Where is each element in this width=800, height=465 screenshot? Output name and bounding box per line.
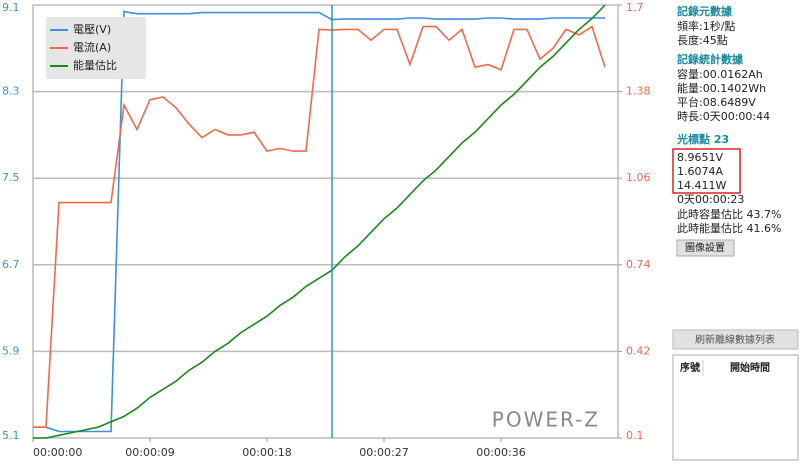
table-header: 開始時間 (730, 361, 770, 374)
series-line (33, 4, 606, 439)
sidebar: 記錄元數據 頻率:1秒/點 長度:45點 記錄統計數據 容量:00.0162Ah… (672, 4, 799, 461)
y2-tick-label: 0.42 (626, 344, 651, 357)
meta-line: 長度:45點 (677, 33, 728, 47)
x-tick-label: 00:00:36 (476, 446, 525, 459)
record-table (672, 354, 799, 461)
stat-line: 時長:0天00:00:44 (677, 110, 770, 123)
cursor-info: 0天00:00:23 (677, 193, 744, 206)
y-tick-label: 6.7 (2, 258, 20, 271)
cursor-index: 23 (714, 133, 729, 146)
button-bg[interactable] (672, 329, 799, 350)
x-tick-label: 00:00:27 (359, 446, 408, 459)
x-tick-label: 00:00:00 (33, 446, 82, 459)
meta-line: 頻率:1秒/點 (677, 19, 735, 33)
y2-tick-label: 0.1 (626, 429, 644, 442)
y-tick-label: 8.3 (2, 85, 20, 98)
meta-title: 記錄元數據 (677, 4, 733, 18)
legend-label: 電流(A) (73, 40, 111, 54)
cursor-info: 此時容量估比 43.7% (677, 207, 781, 221)
watermark: POWER-Z (492, 408, 600, 432)
cursor-value: 14.411W (677, 179, 726, 192)
legend: 電壓(V) 電流(A) 能量估比 (46, 17, 146, 79)
y2-tick-label: 1.7 (626, 1, 644, 14)
stat-line: 能量:00.1402Wh (677, 81, 766, 95)
y-tick-label: 9.1 (2, 1, 20, 14)
cursor-label: 光標點 (676, 132, 710, 146)
refresh-button[interactable]: 刷新離線數據列表 (672, 329, 799, 350)
x-tick-label: 00:00:18 (242, 446, 291, 459)
button-label[interactable]: 圖像設置 (685, 241, 725, 254)
table-header: 序號 (680, 361, 700, 374)
y-tick-label: 5.9 (2, 344, 20, 357)
stat-line: 平台:08.6489V (677, 95, 756, 109)
stats-title: 記錄統計數據 (677, 52, 744, 66)
cursor-info: 此時能量估比 41.6% (677, 221, 781, 235)
legend-label: 能量估比 (73, 58, 117, 72)
y-tick-label: 7.5 (2, 171, 20, 184)
stat-line: 容量:00.0162Ah (677, 67, 763, 81)
y2-tick-label: 1.06 (626, 171, 651, 184)
legend-label: 電壓(V) (73, 23, 111, 36)
x-tick-label: 00:00:09 (125, 446, 174, 459)
y2-tick-label: 1.38 (626, 85, 651, 98)
series-line (33, 25, 606, 428)
y2-tick-label: 0.74 (626, 258, 651, 271)
button-bg[interactable] (676, 239, 735, 257)
button-label[interactable]: 刷新離線數據列表 (695, 333, 775, 346)
series-line (33, 10, 605, 433)
highlight-box (672, 148, 741, 194)
cursor-title: 光標點 23 (676, 132, 729, 146)
settings-button[interactable]: 圖像設置 (676, 239, 735, 257)
cursor-value: 8.9651V (677, 151, 723, 164)
y-tick-label: 5.1 (2, 429, 20, 442)
cursor-value: 1.6074A (677, 165, 723, 178)
